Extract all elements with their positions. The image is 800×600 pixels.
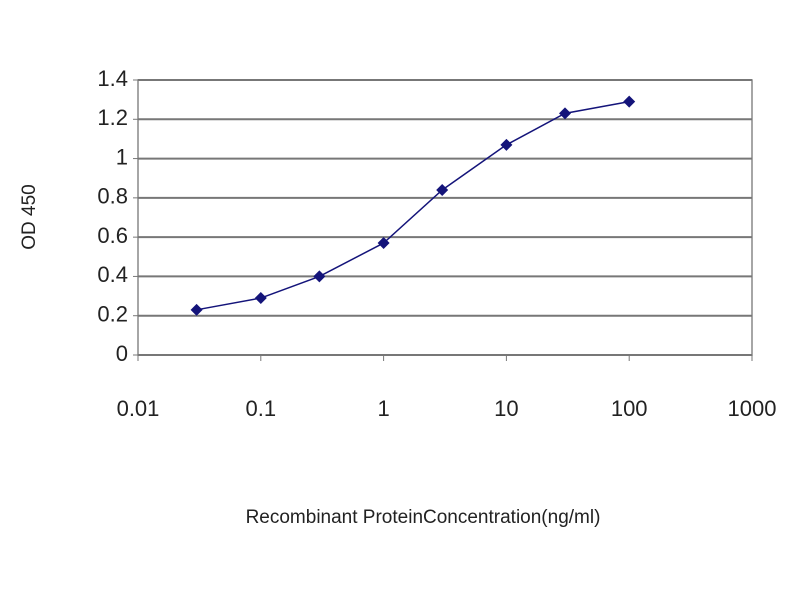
point-marker: [190, 303, 203, 316]
point-marker: [558, 107, 571, 120]
x-tick-label: 1: [377, 396, 389, 421]
x-axis-title: Recombinant ProteinConcentration(ng/ml): [246, 507, 601, 528]
x-tick-label: 0.01: [117, 396, 160, 421]
y-tick-label: 0.4: [97, 262, 128, 287]
point-marker: [313, 270, 326, 283]
point-marker: [436, 184, 449, 196]
point-marker: [500, 138, 513, 151]
point-marker: [377, 237, 390, 250]
y-tick-label: 0.2: [97, 302, 128, 327]
series-line: [196, 100, 630, 311]
y-tick-label: 0.6: [97, 223, 128, 248]
x-tick-label: 10: [494, 396, 518, 421]
plot-frame: [137, 79, 753, 356]
y-tick-label: 0: [116, 341, 128, 366]
point-marker: [623, 95, 636, 108]
y-tick-label: 0.8: [97, 184, 128, 209]
point-marker: [254, 292, 267, 305]
x-tick-label: 100: [611, 396, 648, 421]
y-axis-title: OD 450: [19, 184, 40, 249]
x-tick-label: 1000: [728, 396, 777, 421]
y-tick-label: 1.2: [97, 105, 128, 130]
y-tick-label: 1: [116, 144, 128, 169]
x-tick-label: 0.1: [246, 396, 277, 421]
y-tick-label: 1.4: [97, 66, 128, 91]
